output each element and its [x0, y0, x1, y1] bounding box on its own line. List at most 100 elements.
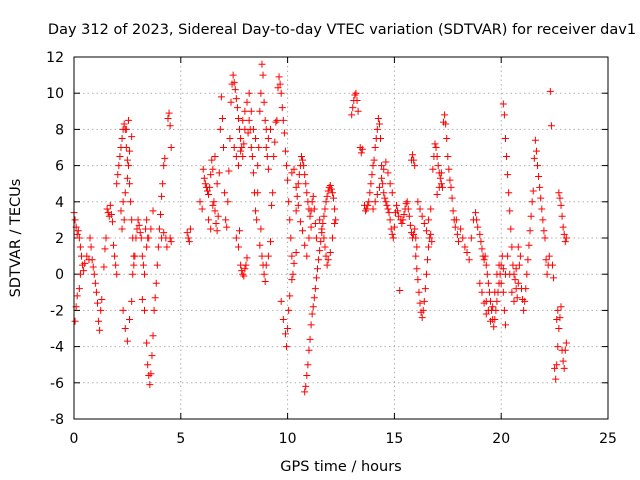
data-point: [121, 189, 129, 197]
data-point: [76, 243, 84, 251]
data-point: [388, 189, 396, 197]
data-point: [454, 238, 462, 246]
data-point: [92, 288, 100, 296]
data-point: [405, 212, 413, 220]
data-point: [260, 270, 268, 278]
data-point: [414, 198, 422, 206]
data-point: [239, 153, 247, 161]
data-point: [446, 176, 454, 184]
data-point: [108, 218, 116, 226]
data-point: [245, 89, 253, 97]
data-point: [129, 270, 137, 278]
data-point: [103, 205, 111, 213]
data-point: [380, 189, 388, 197]
data-point: [303, 372, 311, 380]
data-point: [303, 252, 311, 260]
axis-ticks: 0 5 10 15 20 25 -8 -6 -4 -2 0 2 4 6 8 10 12: [46, 50, 617, 447]
data-point: [308, 310, 316, 318]
data-point: [306, 212, 314, 220]
data-point: [375, 183, 383, 191]
data-point: [524, 256, 532, 264]
data-point: [290, 165, 298, 173]
data-point: [218, 115, 226, 123]
data-point: [208, 156, 216, 164]
data-point: [526, 227, 534, 235]
data-point: [112, 261, 120, 269]
data-point: [113, 270, 121, 278]
data-point: [501, 321, 509, 329]
data-point: [453, 230, 461, 238]
data-point: [288, 169, 296, 177]
data-point: [528, 198, 536, 206]
data-point: [215, 169, 223, 177]
data-point: [497, 279, 505, 287]
data-point: [546, 87, 554, 95]
data-point: [221, 189, 229, 197]
data-point: [551, 364, 559, 372]
data-point: [302, 382, 310, 390]
data-point: [185, 238, 193, 246]
data-point: [508, 288, 516, 296]
data-point: [377, 134, 385, 142]
data-point: [256, 107, 264, 115]
data-point: [476, 230, 484, 238]
data-point: [530, 154, 538, 162]
data-point: [510, 297, 518, 305]
data-point: [152, 279, 160, 287]
data-point: [561, 238, 569, 246]
data-point: [539, 216, 547, 224]
data-point: [118, 225, 126, 233]
data-point: [161, 154, 169, 162]
data-point: [229, 71, 237, 79]
y-tick-label: -6: [50, 376, 64, 392]
data-point: [514, 243, 522, 251]
data-point: [368, 171, 376, 179]
data-point: [437, 169, 445, 177]
data-point: [275, 73, 283, 81]
data-point: [184, 234, 192, 242]
data-point: [167, 144, 175, 151]
data-point: [279, 315, 287, 323]
data-point: [428, 238, 436, 246]
data-point: [240, 140, 248, 148]
data-point: [385, 209, 393, 217]
data-point: [322, 198, 330, 206]
data-point: [556, 314, 564, 322]
data-point: [477, 238, 485, 246]
data-point: [406, 221, 414, 229]
data-point: [258, 252, 266, 260]
data-point: [490, 323, 498, 331]
data-point: [93, 299, 101, 307]
data-point: [97, 306, 105, 314]
data-point: [418, 314, 426, 322]
data-point: [383, 201, 391, 209]
y-axis-label: SDTVAR / TECUs: [8, 179, 24, 298]
data-point: [220, 144, 228, 151]
data-point: [86, 234, 94, 242]
data-point: [307, 321, 315, 329]
data-point: [73, 230, 81, 238]
data-point: [364, 201, 372, 209]
data-point: [101, 245, 109, 253]
data-point: [111, 252, 119, 260]
data-point: [499, 288, 507, 296]
data-point: [382, 198, 390, 206]
data-point: [516, 252, 524, 260]
data-point: [434, 162, 442, 170]
data-point: [435, 183, 443, 191]
data-point: [213, 180, 221, 188]
data-point: [413, 265, 421, 273]
data-point: [550, 274, 558, 282]
data-point: [206, 183, 214, 191]
data-point: [482, 261, 490, 269]
data-point: [204, 187, 211, 195]
data-point: [249, 169, 257, 177]
data-point: [123, 337, 131, 345]
x-tick-label: 10: [279, 431, 297, 447]
data-point: [384, 169, 392, 177]
data-point: [138, 252, 146, 260]
data-point: [241, 265, 249, 273]
data-point: [281, 330, 289, 338]
data-point: [233, 104, 241, 112]
data-point: [301, 241, 309, 249]
